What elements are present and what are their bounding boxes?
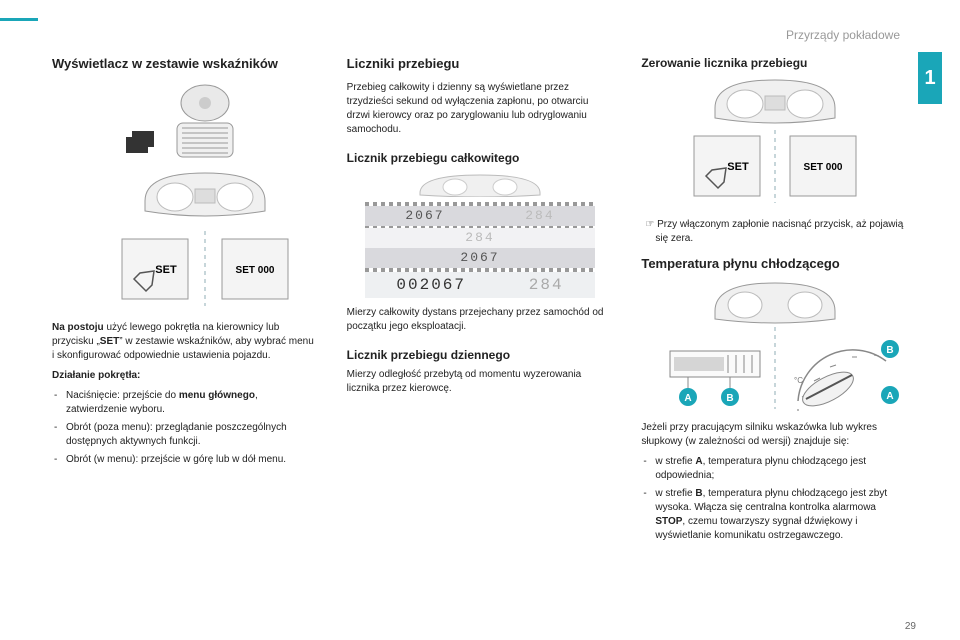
page-columns: Wyświetlacz w zestawie wskaźników <box>52 56 908 547</box>
svg-text:SET 000: SET 000 <box>803 162 842 173</box>
col1-para1: Na postoju użyć lewego pokrętła na kiero… <box>52 321 319 363</box>
list-item: w strefie B, temperatura płynu chłodzące… <box>641 487 908 543</box>
list-item: w strefie A, temperatura płynu chłodzące… <box>641 455 908 483</box>
col2-sub-daily: Licznik przebiegu dziennego <box>347 348 614 362</box>
figure-reset-buttons: SET SET 000 <box>660 78 890 208</box>
figure-coolant-temp: A B °C <box>650 281 900 411</box>
svg-text:SET: SET <box>727 161 749 173</box>
col2-daily-text: Mierzy odległość przebytą od momentu wyz… <box>347 368 614 396</box>
svg-text:SET: SET <box>156 264 178 276</box>
col1-title: Wyświetlacz w zestawie wskaźników <box>52 56 319 73</box>
set-000-button: SET 000 <box>790 136 856 196</box>
figure-display-controls: SET SET 000 <box>70 81 300 311</box>
col2-sub-total: Licznik przebiegu całkowitego <box>347 151 614 165</box>
top-accent-stripe <box>0 18 38 21</box>
page-number: 29 <box>905 621 916 632</box>
col1-list: Naciśnięcie: przejście do menu głównego,… <box>52 389 319 467</box>
svg-text:A: A <box>684 393 691 404</box>
set-button: SET <box>122 239 188 299</box>
set-button: SET <box>694 136 760 196</box>
col2-total-text: Mierzy całkowity dystans przejechany prz… <box>347 306 614 334</box>
col3-title-temp: Temperatura płynu chłodzącego <box>641 256 908 273</box>
svg-text:B: B <box>726 393 733 404</box>
list-item: Naciśnięcie: przejście do menu głównego,… <box>52 389 319 417</box>
svg-text:°C: °C <box>794 376 803 385</box>
odometer-binnacle-icon <box>365 171 595 197</box>
col3-reset-bullet: ☞ Przy włączonym zapłonie nacisnąć przyc… <box>641 218 908 246</box>
list-item: Obrót (poza menu): przeglądanie poszczeg… <box>52 421 319 449</box>
col1-para2: Działanie pokrętła: <box>52 369 319 383</box>
col3-temp-intro: Jeżeli przy pracującym silniku wskazówka… <box>641 421 908 449</box>
column-middle: Liczniki przebiegu Przebieg całkowity i … <box>347 56 614 547</box>
col2-intro: Przebieg całkowity i dzienny są wyświetl… <box>347 81 614 137</box>
section-tab: 1 <box>918 52 942 104</box>
figure-odometer: 2067 284 284 2067 002067 284 <box>365 171 595 298</box>
set-000-button: SET 000 <box>222 239 288 299</box>
svg-text:B: B <box>886 345 893 356</box>
col2-title: Liczniki przebiegu <box>347 56 614 73</box>
list-item: Obrót (w menu): przejście w górę lub w d… <box>52 453 319 467</box>
col3-title-reset: Zerowanie licznika przebiegu <box>641 56 908 70</box>
col3-temp-list: w strefie A, temperatura płynu chłodzące… <box>641 455 908 543</box>
svg-text:A: A <box>886 391 893 402</box>
column-left: Wyświetlacz w zestawie wskaźników <box>52 56 319 547</box>
breadcrumb: Przyrządy pokładowe <box>786 28 900 42</box>
column-right: Zerowanie licznika przebiegu SET SET 000… <box>641 56 908 547</box>
svg-text:SET 000: SET 000 <box>236 265 275 276</box>
